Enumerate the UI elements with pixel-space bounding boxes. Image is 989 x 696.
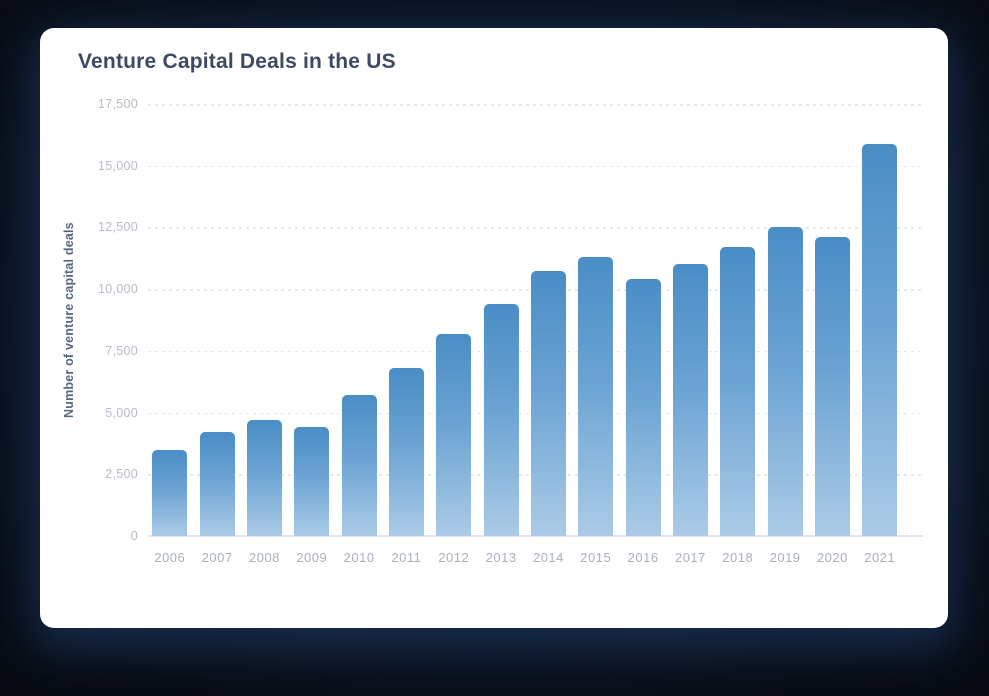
bar-2016 [625,279,661,536]
x-tick-label-2012: 2012 [438,550,470,565]
bar-2014 [530,270,566,536]
bar-2017 [672,264,708,536]
gridline-12500 [148,227,923,230]
y-tick-label-2500: 2,500 [105,467,138,482]
y-tick-label-10000: 10,000 [97,282,138,297]
bar-2008 [246,419,282,536]
bar-2015 [578,257,614,536]
gridline-17500 [148,104,923,106]
bar-2009 [294,427,330,536]
x-tick-label-2011: 2011 [391,550,422,565]
bar-2018 [720,247,756,536]
x-tick-label-2015: 2015 [580,550,612,565]
x-tick-label-2020: 2020 [816,550,848,565]
y-tick-label-17500: 17,500 [97,97,138,111]
y-tick-label-15000: 15,000 [97,158,138,173]
x-tick-label-2006: 2006 [154,550,186,565]
x-tick-label-2019: 2019 [769,550,801,565]
x-tick-label-2018: 2018 [722,550,754,565]
bar-2013 [483,303,519,536]
x-tick-label-2014: 2014 [532,550,564,565]
y-tick-label-5000: 5,000 [105,405,138,420]
y-tick-label-12500: 12,500 [97,220,138,235]
plot-area: 0 2,500 5,000 7,500 10,000 12,500 15,000 17,500… [98,97,923,565]
y-tick-label-7500: 7,500 [105,343,138,358]
bar-2021 [862,143,898,536]
bar-2011 [388,368,424,536]
bar-2010 [341,395,377,536]
chart-card: Venture Capital Deals in the US Number o… [40,28,948,628]
bar-2020 [814,237,850,536]
x-tick-label-2008: 2008 [248,550,280,565]
y-tick-label-0: 0 [130,529,138,543]
x-tick-label-2021: 2021 [864,550,896,565]
bar-2012 [436,333,472,536]
x-tick-label-2007: 2007 [201,550,233,565]
bar-2007 [199,432,235,536]
chart-title: Venture Capital Deals in the US [78,50,396,73]
gridline-15000 [148,165,923,168]
bar-2019 [767,227,803,536]
x-tick-label-2010: 2010 [343,550,375,565]
x-tick-label-2017: 2017 [674,550,706,565]
x-axis-baseline [148,535,923,537]
x-tick-label-2016: 2016 [627,550,659,565]
x-tick-label-2009: 2009 [296,550,328,565]
bar-2006 [152,449,188,536]
x-tick-label-2013: 2013 [485,550,517,565]
